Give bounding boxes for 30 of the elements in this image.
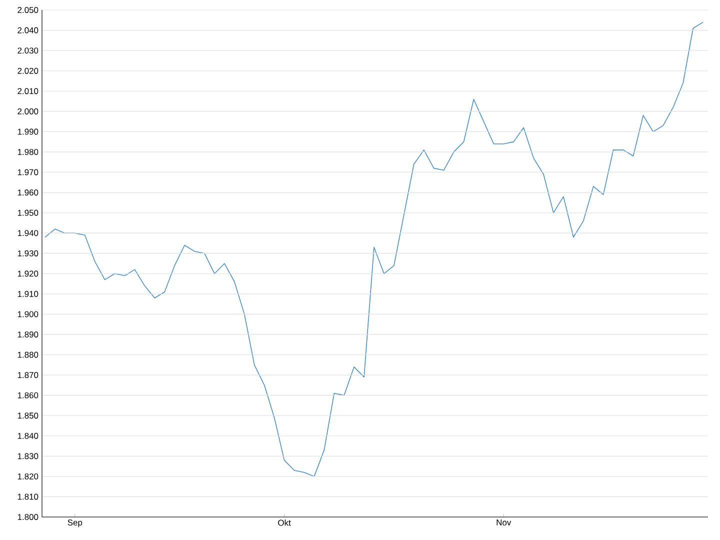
x-tick-label: Nov — [496, 520, 512, 526]
y-tick-label: 1.900 — [18, 311, 38, 318]
y-tick-label: 1.940 — [18, 230, 38, 236]
y-tick-label: 1.910 — [18, 290, 38, 297]
y-tick-label: 1.920 — [18, 270, 38, 277]
y-tick-label: 2.020 — [18, 68, 38, 74]
y-tick-label: 1.930 — [18, 250, 38, 256]
y-tick-label: 1.820 — [18, 473, 38, 480]
y-tick-label: 2.050 — [18, 7, 38, 13]
y-tick-label: 1.960 — [18, 190, 38, 196]
y-tick-label: 1.970 — [18, 169, 38, 176]
y-tick-label: 1.950 — [18, 210, 38, 216]
y-tick-label: 1.810 — [18, 494, 38, 500]
y-tick-label: 1.990 — [18, 128, 38, 135]
x-tick-label: Sep — [68, 520, 82, 528]
y-tick-label: 2.000 — [18, 108, 38, 114]
y-tick-label: 1.880 — [18, 352, 38, 358]
y-tick-label: 1.850 — [18, 412, 38, 419]
y-tick-label: 2.040 — [18, 27, 38, 34]
y-tick-label: 1.800 — [18, 514, 38, 520]
y-tick-label: 2.010 — [18, 88, 38, 94]
y-tick-label: 1.890 — [18, 331, 38, 338]
y-tick-label: 1.830 — [18, 453, 38, 460]
y-tick-label: 1.840 — [18, 432, 38, 439]
x-tick-label: Okt — [278, 520, 291, 526]
line-series — [44, 22, 704, 477]
y-tick-label: 1.860 — [18, 392, 38, 398]
y-tick-label: 1.870 — [18, 372, 38, 378]
y-tick-label: 2.030 — [18, 48, 38, 54]
y-tick-label: 1.980 — [18, 148, 38, 155]
